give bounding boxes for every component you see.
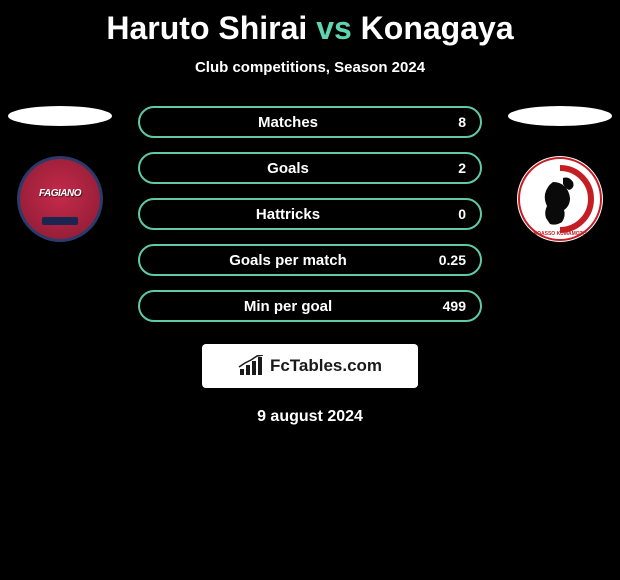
bar-chart-icon: [238, 355, 264, 377]
stat-rows: Matches 8 Goals 2 Hattricks 0 Goals per …: [138, 106, 482, 322]
fagiano-crest-icon: FAGIANO: [17, 156, 103, 242]
stat-label: Min per goal: [140, 298, 436, 315]
player2-name: Konagaya: [361, 10, 514, 46]
stat-row-goals: Goals 2: [138, 152, 482, 184]
player2-ellipse: [508, 106, 612, 126]
stat-value: 8: [436, 114, 466, 130]
stat-value: 0: [436, 206, 466, 222]
stat-label: Goals: [140, 160, 436, 177]
stat-value: 0.25: [436, 252, 466, 268]
player1-ellipse: [8, 106, 112, 126]
date-text: 9 august 2024: [0, 408, 620, 426]
team-right-column: ROASSO KUMAMOTO: [505, 106, 615, 242]
stat-row-matches: Matches 8: [138, 106, 482, 138]
comparison-panel: FAGIANO ROASSO KUMAMOTO Matches 8 Goals …: [0, 106, 620, 426]
stat-value: 2: [436, 160, 466, 176]
player1-name: Haruto Shirai: [106, 10, 307, 46]
stat-row-goals-per-match: Goals per match 0.25: [138, 244, 482, 276]
vs-text: vs: [316, 10, 352, 46]
branding-box[interactable]: FcTables.com: [202, 344, 418, 388]
crest-left-label: FAGIANO: [39, 188, 81, 199]
roasso-crest-icon: ROASSO KUMAMOTO: [517, 156, 603, 242]
stat-row-min-per-goal: Min per goal 499: [138, 290, 482, 322]
stat-label: Hattricks: [140, 206, 436, 223]
subtitle: Club competitions, Season 2024: [0, 59, 620, 76]
stat-label: Matches: [140, 114, 436, 131]
stat-label: Goals per match: [140, 252, 436, 269]
crest-right-label: ROASSO KUMAMOTO: [534, 231, 587, 237]
stat-value: 499: [436, 298, 466, 314]
branding-text: FcTables.com: [270, 356, 382, 376]
page-title: Haruto Shirai vs Konagaya: [0, 0, 620, 47]
stat-row-hattricks: Hattricks 0: [138, 198, 482, 230]
team-left-column: FAGIANO: [5, 106, 115, 242]
